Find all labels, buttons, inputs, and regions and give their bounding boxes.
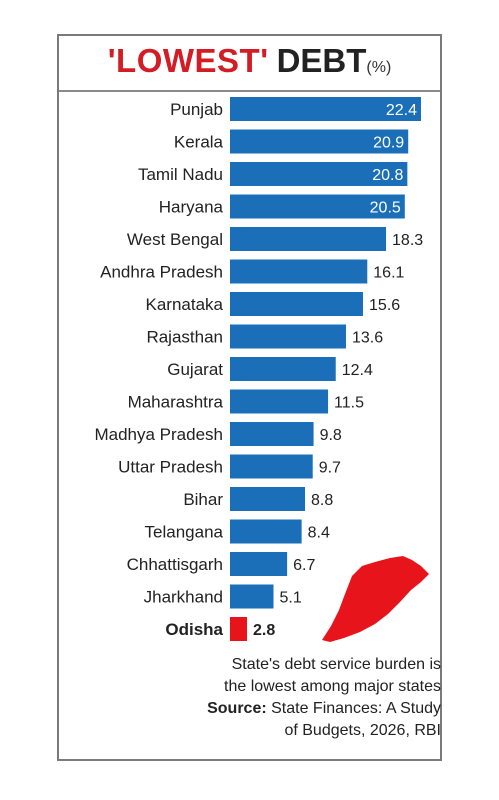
category-label-gujarat: Gujarat [167,360,223,379]
bar-maharashtra [230,389,329,414]
category-label-karnataka: Karnataka [146,295,224,314]
bar-rajasthan [230,324,346,349]
category-label-tamil-nadu: Tamil Nadu [138,165,223,184]
odisha-map-icon [322,556,429,642]
bar-chhattisgarh [230,552,288,576]
title-rest: DEBT [276,42,367,79]
value-label-punjab: 22.4 [386,102,417,119]
source-text: State Finances: A Study [266,700,441,717]
value-label-andhra-pradesh: 16.1 [373,265,404,282]
bar-west-bengal [230,227,387,251]
bar-punjab [230,97,421,121]
category-label-punjab: Punjab [170,100,223,119]
value-label-rajasthan: 13.6 [352,330,383,347]
value-label-odisha: 2.8 [253,622,275,639]
category-label-andhra-pradesh: Andhra Pradesh [100,263,223,282]
value-label-west-bengal: 18.3 [392,232,423,249]
category-label-telangana: Telangana [145,523,224,542]
bar-uttar-pradesh [230,454,313,479]
chart-notes: State's debt service burden is the lowes… [0,654,441,742]
bar-jharkhand [230,584,274,609]
category-label-rajasthan: Rajasthan [146,328,223,347]
bar-telangana [230,519,302,544]
value-label-maharashtra: 11.5 [334,395,364,412]
value-label-tamil-nadu: 20.8 [372,167,403,184]
chart-title: 'LOWEST' DEBT(%) [59,42,440,80]
title-unit: (%) [366,59,392,76]
bar-andhra-pradesh [230,259,368,284]
bar-bihar [230,487,306,511]
value-label-jharkhand: 5.1 [279,590,301,607]
category-label-haryana: Haryana [159,198,224,217]
note-line-2: the lowest among major states [224,678,441,695]
category-label-madhya-pradesh: Madhya Pradesh [94,425,223,444]
source-line-2: of Budgets, 2026, RBI [284,722,441,739]
value-label-karnataka: 15.6 [369,297,400,314]
bar-tamil-nadu [230,162,408,186]
category-label-chhattisgarh: Chhattisgarh [127,555,223,574]
category-label-odisha: Odisha [165,620,223,639]
note-line-1: State's debt service burden is [231,656,441,673]
value-label-bihar: 8.8 [311,492,333,509]
category-label-west-bengal: West Bengal [127,230,223,249]
bar-gujarat [230,357,336,381]
value-label-kerala: 20.9 [373,135,404,152]
bar-madhya-pradesh [230,422,314,446]
value-label-madhya-pradesh: 9.8 [320,427,342,444]
bar-odisha [230,617,247,641]
value-label-gujarat: 12.4 [342,362,373,379]
bar-haryana [230,194,405,219]
category-label-uttar-pradesh: Uttar Pradesh [118,458,223,477]
bars-layer: Punjab 22.4 Kerala 20.9 Tamil Nadu 20.8 Haryan… [94,97,423,641]
title-area: 'LOWEST' DEBT(%) [59,36,440,92]
value-label-uttar-pradesh: 9.7 [319,460,341,477]
bar-kerala [230,129,409,154]
category-label-maharashtra: Maharashtra [128,393,224,412]
bar-karnataka [230,292,364,316]
category-label-jharkhand: Jharkhand [144,588,223,607]
category-label-bihar: Bihar [183,490,223,509]
title-highlight: 'LOWEST' [107,42,269,79]
value-label-telangana: 8.4 [308,525,330,542]
category-label-kerala: Kerala [174,133,224,152]
source-label: Source: [207,700,267,717]
value-label-haryana: 20.5 [370,200,401,217]
source-line: Source: State Finances: A Study [0,698,441,720]
value-label-chhattisgarh: 6.7 [293,557,315,574]
